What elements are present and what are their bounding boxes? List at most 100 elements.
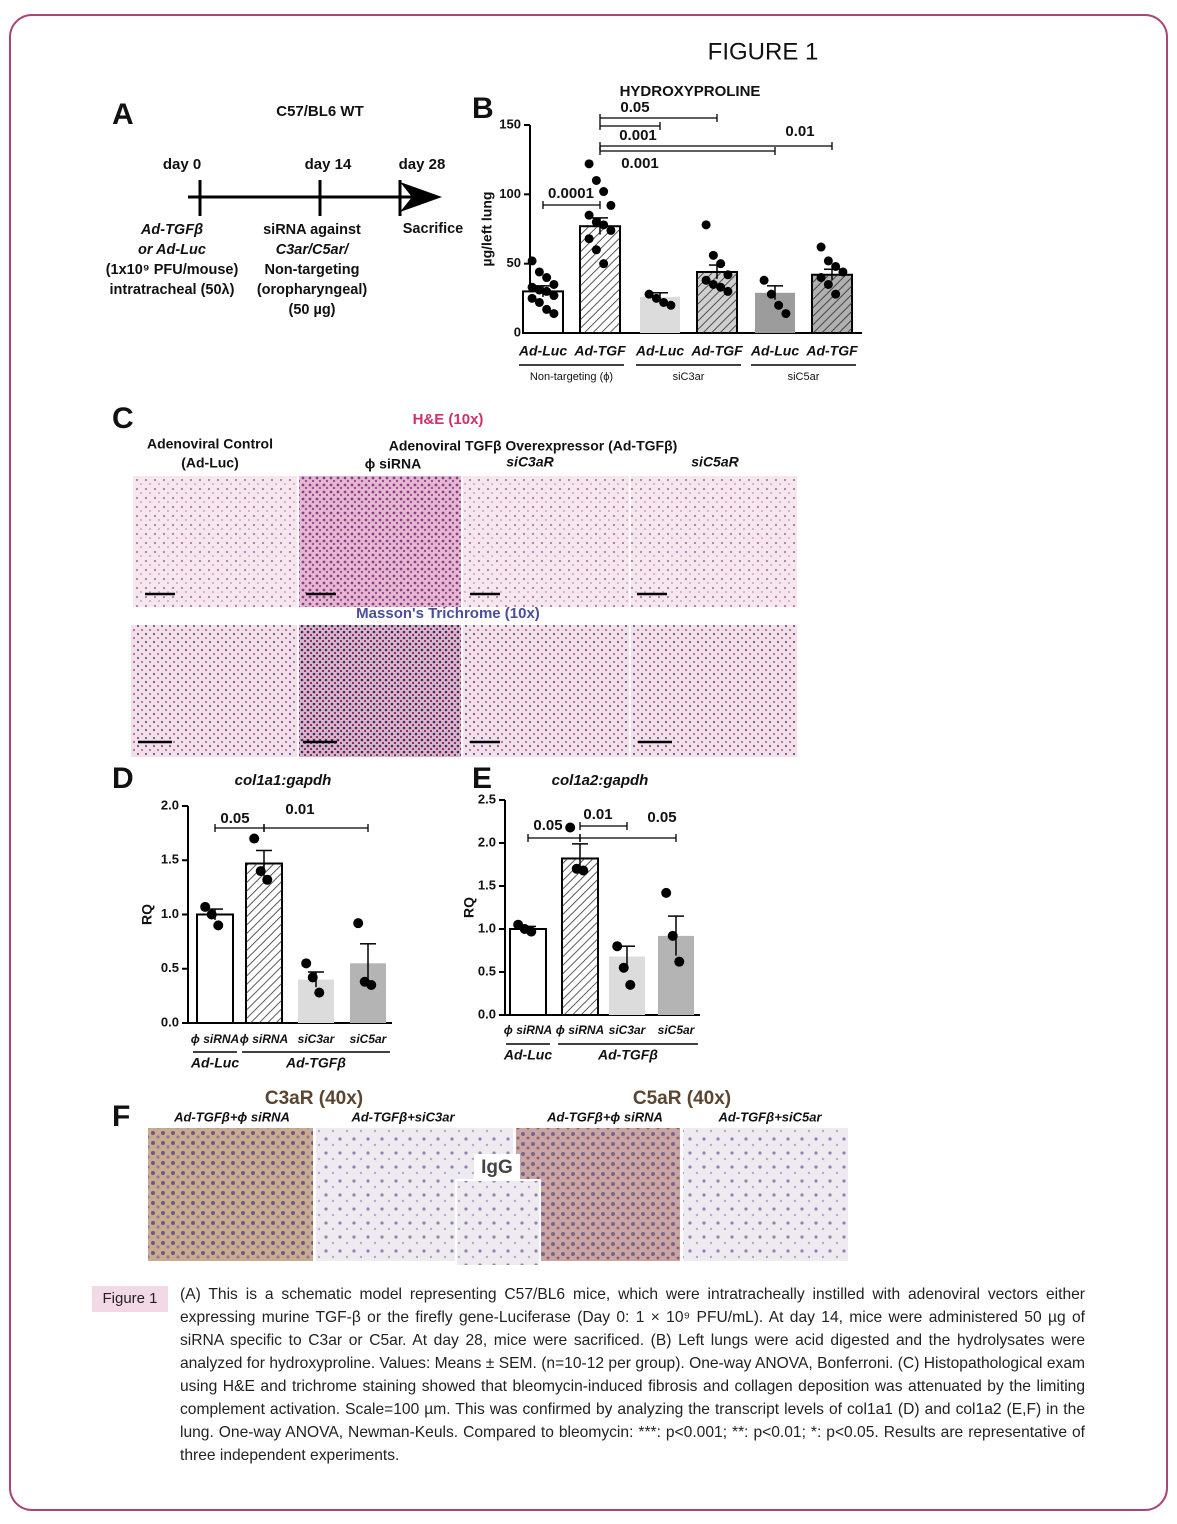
data-point (674, 956, 685, 967)
data-point (661, 887, 672, 898)
data-point (578, 865, 589, 876)
data-point (213, 920, 224, 931)
panel-label: E (472, 762, 492, 795)
panel-label: C (112, 402, 134, 435)
data-point (823, 279, 833, 289)
data-point (262, 874, 273, 885)
protocol-line: Non-targeting (264, 262, 359, 278)
data-point (549, 279, 559, 289)
data-point (599, 259, 609, 269)
group-label: Ad-TGFβ (597, 1047, 658, 1063)
protocol-line: Ad-TGFβ (140, 222, 203, 238)
protocol-line: intratracheal (50λ) (110, 282, 235, 298)
group-label: Ad-Luc (190, 1055, 239, 1071)
data-point (644, 289, 654, 299)
data-point (314, 987, 325, 998)
data-point (307, 972, 318, 983)
y-tick-label: 2.0 (478, 834, 496, 849)
data-point (599, 220, 609, 230)
data-point (716, 259, 726, 269)
chart-title: col1a1:gapdh (235, 772, 332, 789)
inset-label: IgG (481, 1157, 513, 1178)
data-point (200, 901, 211, 912)
x-tick-label: siC3ar (298, 1032, 336, 1046)
stain-title: H&E (10x) (413, 411, 484, 428)
data-point (527, 282, 537, 292)
group-label: Ad-TGFβ (285, 1055, 346, 1071)
x-tick-label: Ad-Luc (635, 343, 684, 359)
data-point (255, 866, 266, 877)
data-point (625, 979, 636, 990)
column-title: (Ad-Luc) (181, 455, 239, 471)
y-axis-label: RQ (139, 904, 155, 925)
data-point (549, 309, 559, 319)
data-point (534, 297, 544, 307)
data-point (591, 245, 601, 255)
data-point (534, 285, 544, 295)
histology-image (131, 625, 297, 757)
bar-hatch (562, 858, 598, 1015)
sig-label: 0.05 (647, 809, 676, 826)
data-point (584, 234, 594, 244)
y-tick-label: 0.5 (161, 960, 179, 975)
data-point (831, 261, 841, 271)
histology-image (133, 476, 297, 607)
data-point (584, 210, 594, 220)
protocol-line: C3ar/C5ar/ (276, 242, 351, 258)
y-tick-label: 2.0 (161, 797, 179, 812)
data-point (838, 267, 848, 277)
data-point (542, 273, 552, 283)
y-axis-label: RQ (461, 897, 477, 918)
caption-text: (A) This is a schematic model representi… (180, 1286, 1085, 1464)
data-point (774, 300, 784, 310)
data-point (249, 833, 260, 844)
y-tick-label: 50 (507, 255, 521, 270)
data-point (526, 926, 537, 937)
ihc-image (516, 1128, 680, 1261)
panel-label: D (112, 762, 134, 795)
x-tick-label: siC5ar (350, 1032, 388, 1046)
data-point (716, 282, 726, 292)
data-point (823, 256, 833, 266)
data-point (301, 958, 312, 969)
data-point (527, 256, 537, 266)
y-tick-label: 0.0 (478, 1006, 496, 1021)
data-point (206, 909, 217, 920)
data-point (606, 225, 616, 235)
timepoint: day 0 (163, 156, 201, 173)
panel-label: B (472, 92, 494, 125)
x-tick-label: ϕ siRNA (504, 1023, 552, 1037)
image-label: Ad-TGFβ+ϕ siRNA (173, 1109, 290, 1124)
chart-title: col1a2:gapdh (552, 772, 649, 789)
x-tick-label: ϕ siRNA (240, 1032, 288, 1046)
data-point (565, 822, 576, 833)
data-point (708, 250, 718, 260)
y-tick-label: 0.5 (478, 963, 496, 978)
bar (196, 913, 234, 1024)
bar (509, 928, 547, 1016)
data-point (701, 275, 711, 285)
data-point (816, 273, 826, 283)
data-point (366, 980, 377, 991)
histology-image (631, 625, 797, 757)
y-tick-label: 0.0 (161, 1014, 179, 1029)
panel-label: F (112, 1100, 130, 1133)
data-point (599, 187, 609, 197)
y-tick-label: 1.5 (161, 852, 179, 867)
x-tick-label: Ad-TGF (573, 343, 626, 359)
sig-label: 0.05 (620, 99, 649, 116)
data-point (666, 300, 676, 310)
protocol-line: (oropharyngeal) (257, 282, 368, 298)
group-title: Adenoviral TGFβ Overexpressor (Ad-TGFβ) (389, 438, 678, 454)
x-tick-label: Ad-Luc (518, 343, 567, 359)
group-label: Ad-Luc (503, 1047, 552, 1063)
figure-title: FIGURE 1 (708, 38, 819, 65)
data-point (542, 304, 552, 314)
data-point (584, 159, 594, 169)
stain-title: C3aR (40x) (265, 1088, 363, 1109)
sig-label: 0.0001 (548, 185, 594, 202)
group-label: Non-targeting (ϕ) (530, 371, 613, 383)
sacrifice: Sacrifice (403, 221, 463, 237)
timeline-arrow (400, 182, 442, 212)
